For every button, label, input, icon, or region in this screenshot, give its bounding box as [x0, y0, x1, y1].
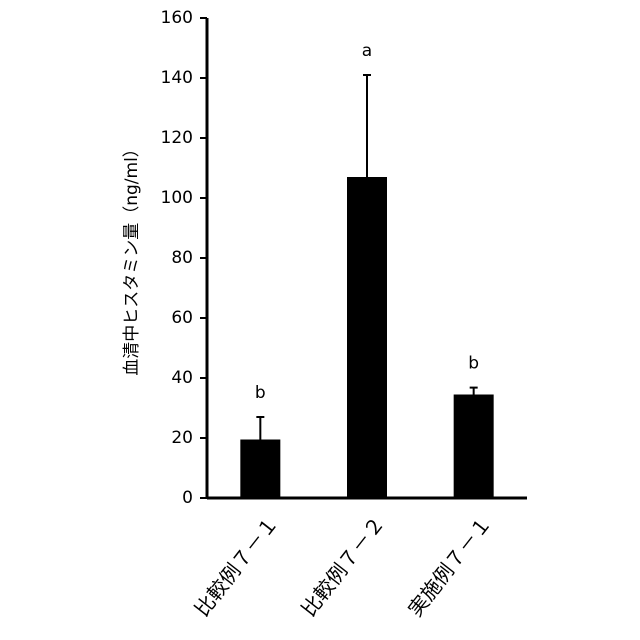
group-label: a: [362, 41, 372, 61]
chart: 血清中ヒスタミン量（ng/ml） 0 20 40 60 80 100 120 140 160 b 比…: [0, 0, 640, 640]
y-tick-label: 40: [171, 368, 193, 388]
x-tick-label: 比較例７－１: [190, 512, 283, 621]
bar: [240, 440, 280, 499]
y-tick-label: 80: [171, 248, 193, 268]
y-tick-label: 60: [171, 308, 193, 328]
bar: [347, 177, 387, 498]
y-tick-label: 120: [161, 128, 193, 148]
y-tick-label: 160: [161, 8, 193, 28]
y-tick-label: 20: [171, 428, 193, 448]
group-label: b: [468, 354, 479, 374]
group-label: b: [255, 383, 266, 403]
y-tick-label: 100: [161, 188, 193, 208]
x-tick-label: 比較例７－２: [296, 512, 389, 621]
x-tick-label: 実施例７－１: [403, 512, 496, 621]
y-tick-label: 140: [161, 68, 193, 88]
y-axis-label: 血清中ヒスタミン量（ng/ml）: [122, 140, 142, 376]
y-tick-label: 0: [182, 488, 193, 508]
bar: [454, 395, 494, 499]
